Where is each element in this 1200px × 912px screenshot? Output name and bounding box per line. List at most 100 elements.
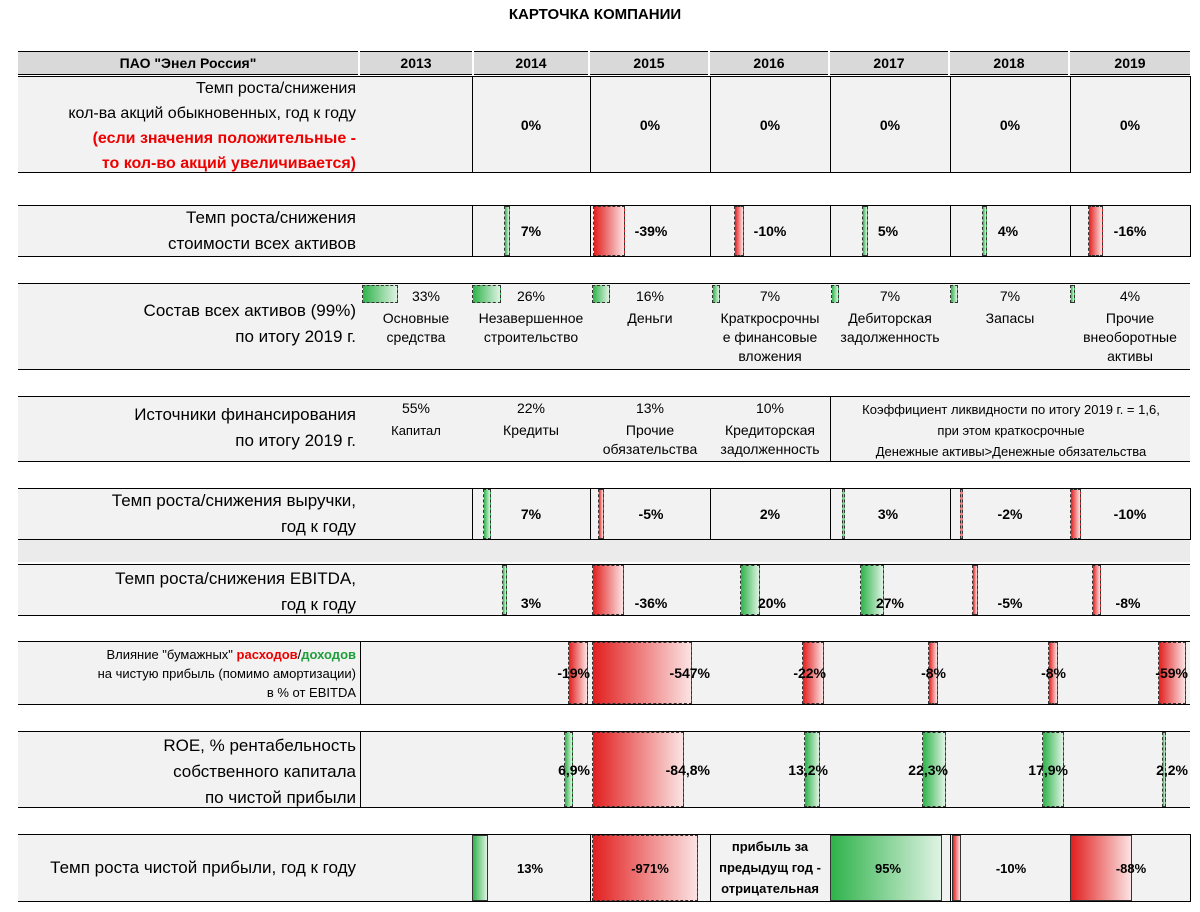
paper-bar-2016 (802, 642, 824, 704)
net-profit-note-2016: прибыль за предыдущ год - отрицательная (719, 839, 821, 896)
shares-value-2019: 0% (1119, 116, 1141, 133)
ebitda-bar-2016 (740, 565, 760, 615)
company-name: ПАО "Энел Россия" (18, 51, 358, 75)
assets-growth-bar-2014 (504, 206, 510, 256)
roe-label: ROE, % рентабельность собственного капит… (163, 736, 356, 807)
shares-value-2018: 0% (999, 116, 1021, 133)
shares-value-2016: 0% (759, 116, 781, 133)
revenue-row (18, 488, 1190, 540)
assets-structure-bar-short-investments (712, 285, 720, 303)
financing-row (18, 396, 1190, 462)
year-2016: 2016 (710, 51, 828, 75)
shares-value-2015: 0% (639, 116, 661, 133)
year-2014: 2014 (474, 51, 588, 75)
roe-bar-2017 (922, 732, 946, 807)
ebitda-value-2017: 27% (875, 595, 905, 611)
paper-value-2018: -8% (1041, 665, 1066, 681)
assets-structure-label: Состав всех активов (99%) по итогу 2019 … (143, 301, 356, 346)
liquidity-note: Коэффициент ликвидности по итогу 2019 г.… (862, 402, 1160, 459)
year-2013: 2013 (360, 51, 472, 75)
revenue-bar-2015 (598, 489, 604, 539)
paper-value-2019: -59% (1155, 665, 1188, 681)
assets-structure-item-other: 4% Прочие внеоборотные активы (1083, 288, 1177, 364)
paper-value-2014: -19% (557, 665, 590, 681)
net-profit-value-2018: -10% (995, 860, 1027, 876)
net-profit-value-2017: 95% (874, 860, 902, 876)
assets-growth-label: Темп роста/снижения стоимости всех актив… (167, 208, 356, 253)
ebitda-bar-2014 (502, 565, 507, 615)
revenue-bar-2017 (842, 489, 845, 539)
roe-value-2018: 17,9% (1028, 761, 1068, 778)
assets-growth-value-2016: -10% (753, 223, 787, 239)
roe-bar-2015 (592, 732, 684, 807)
assets-structure-bar-receivables (831, 285, 839, 303)
revenue-value-2016: 2% (759, 506, 781, 522)
assets-growth-value-2019: -16% (1113, 223, 1147, 239)
assets-structure-item-receivables: 7% Дебиторская задолженность (840, 288, 940, 345)
assets-structure-bar-other (1070, 285, 1075, 303)
ebitda-value-2014: 3% (520, 595, 542, 611)
assets-growth-value-2014: 7% (520, 223, 542, 239)
net-profit-label: Темп роста чистой прибыли, год к году (50, 858, 356, 877)
ebitda-bar-2017 (860, 565, 884, 615)
paper-value-2017: -8% (921, 665, 946, 681)
ebitda-bar-2015 (592, 565, 624, 615)
roe-value-2019: 2,2% (1156, 761, 1188, 778)
assets-growth-value-2015: -39% (634, 223, 668, 239)
ebitda-bar-2019 (1092, 565, 1101, 615)
assets-structure-bar-fixed (362, 285, 398, 303)
revenue-value-2015: -5% (638, 506, 664, 522)
assets-structure-bar-inventory (950, 285, 958, 303)
assets-structure-bar-construction (472, 285, 501, 303)
net-profit-value-2019: -88% (1115, 860, 1147, 876)
assets-growth-bar-2018 (982, 206, 987, 256)
paper-bar-2019 (1158, 642, 1186, 704)
paper-value-2016: -22% (793, 665, 826, 681)
ebitda-value-2019: -8% (1115, 595, 1141, 611)
net-profit-bar-2014 (472, 835, 488, 901)
roe-bar-2016 (804, 732, 820, 807)
roe-value-2015: -84,8% (665, 761, 710, 778)
net-profit-bar-2017 (830, 835, 942, 901)
ebitda-value-2016: 20% (757, 595, 787, 611)
revenue-value-2014: 7% (520, 506, 542, 522)
assets-growth-value-2018: 4% (997, 223, 1019, 239)
assets-structure-bar-cash (592, 285, 610, 303)
paper-bar-2017 (928, 642, 938, 704)
ebitda-value-2018: -5% (997, 595, 1023, 611)
net-profit-bar-2015 (592, 835, 698, 901)
financing-item-payables: 10% Кредиторская задолженность (720, 400, 820, 457)
ebitda-label: Темп роста/снижения EBITDA, год к году (115, 569, 356, 614)
revenue-value-2018: -2% (997, 506, 1023, 522)
ebitda-bar-2018 (972, 565, 978, 615)
year-2017: 2017 (830, 51, 948, 75)
assets-structure-item-construction: 26% Незавершенное строительство (478, 288, 584, 345)
roe-bar-2019 (1162, 732, 1166, 807)
shares-row (18, 76, 1190, 173)
paper-bar-2018 (1048, 642, 1058, 704)
shares-value-2014: 0% (520, 116, 542, 133)
revenue-label: Темп роста/снижения выручки, год к году (111, 491, 356, 536)
roe-value-2014: 6,9% (558, 761, 590, 778)
revenue-bar-2018 (960, 489, 963, 539)
net-profit-bar-2018 (952, 835, 961, 901)
financing-item-other-liabilities: 13% Прочие обязательства (602, 400, 698, 457)
roe-value-2017: 22,3% (908, 761, 948, 778)
revenue-value-2019: -10% (1113, 506, 1147, 522)
assets-structure-item-fixed: 33% Основные средства (382, 288, 450, 345)
assets-growth-bar-2015 (593, 206, 625, 256)
revenue-bar-2014 (483, 489, 491, 539)
shares-value-2017: 0% (879, 116, 901, 133)
assets-structure-item-short-investments: 7% Краткросрочны е финансовые вложения (720, 288, 820, 364)
ebitda-value-2015: -36% (634, 595, 668, 611)
net-profit-value-2015: -971% (631, 860, 669, 876)
paper-bar-2014 (568, 642, 588, 704)
paper-bar-2015 (592, 642, 692, 704)
paper-value-2015: -547% (669, 665, 710, 681)
page-title: КАРТОЧКА КОМПАНИИ (508, 6, 682, 23)
roe-bar-2014 (564, 732, 573, 807)
paper-label: Влияние "бумажных" расходов/доходов на ч… (97, 647, 356, 700)
assets-structure-item-inventory: 7% Запасы (985, 288, 1035, 326)
financing-item-equity: 55% Капитал (391, 400, 441, 438)
assets-growth-bar-2017 (862, 206, 868, 256)
